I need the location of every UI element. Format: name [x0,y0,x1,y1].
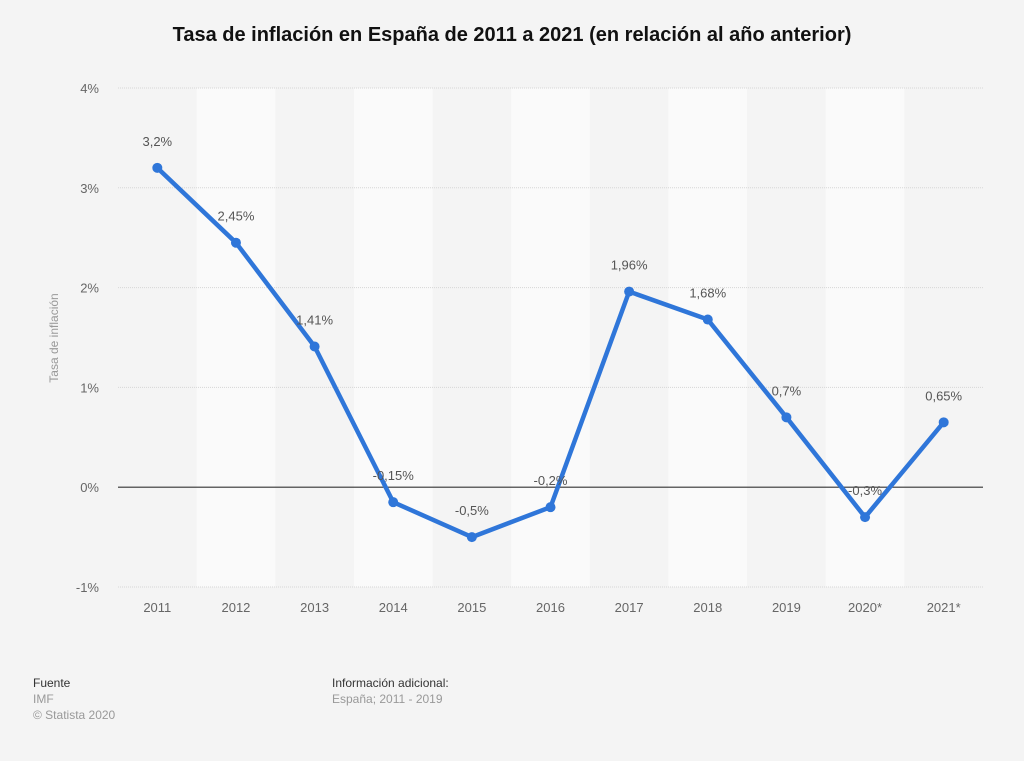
additional-info-block: Información adicional: España; 2011 - 20… [332,675,449,707]
y-tick-label: 0% [80,480,99,495]
y-tick-label: 4% [80,81,99,96]
source-heading: Fuente [33,676,71,690]
x-tick-label: 2013 [300,600,329,615]
data-point [309,341,320,352]
y-tick-label: 2% [80,281,99,296]
data-label: -0,3% [848,483,882,498]
data-point [624,286,635,297]
source-block: Fuente IMF © Statista 2020 [33,675,115,723]
data-point [230,237,241,248]
data-point [781,412,792,423]
y-tick-label: 1% [80,380,99,395]
data-point [702,314,713,325]
x-tick-label: 2011 [143,600,171,615]
data-label: 0,7% [772,383,802,398]
x-tick-label: 2012 [221,600,250,615]
data-label: -0,15% [373,468,415,483]
column-band [825,88,905,587]
x-axis-ticks: 2011 2012 2013 2014 2015 2016 2017 2018 2019 2020… [143,600,960,615]
y-tick-label: 3% [80,181,99,196]
x-tick-label: 2020* [848,600,882,615]
x-tick-label: 2017 [615,600,644,615]
data-point [388,497,399,508]
data-label: 3,2% [142,134,172,149]
data-labels: 3,2% 2,45% 1,41% -0,15% -0,5% -0,2% 1,96% 1,68%… [142,134,962,518]
data-label: 1,68% [689,286,726,301]
x-tick-label: 2014 [379,600,408,615]
y-axis-label: Tasa de inflación [47,293,61,382]
data-label: -0,2% [534,473,568,488]
chart-title: Tasa de inflación en España de 2011 a 20… [172,24,852,46]
data-label: 0,65% [925,388,962,403]
source-value: IMF [33,692,54,706]
data-point [545,502,556,513]
x-tick-label: 2015 [457,600,486,615]
column-bands [196,88,905,587]
data-point [466,532,477,543]
data-label: 2,45% [218,209,255,224]
x-tick-label: 2018 [693,600,722,615]
data-label: 1,41% [296,312,333,327]
column-band [668,88,748,587]
copyright: © Statista 2020 [33,708,116,722]
info-value: España; 2011 - 2019 [332,692,443,706]
data-label: -0,5% [455,503,489,518]
data-point [152,162,163,173]
data-point [938,417,949,428]
series-line [152,162,949,543]
y-axis-ticks: 4% 3% 2% 1% 0% -1% [76,81,100,595]
column-band [196,88,276,587]
x-tick-label: 2021* [927,600,961,615]
x-tick-label: 2016 [536,600,565,615]
info-heading: Información adicional: [332,676,449,690]
x-tick-label: 2019 [772,600,801,615]
data-point [860,512,871,523]
data-label: 1,96% [611,258,648,273]
y-tick-label: -1% [76,580,100,595]
